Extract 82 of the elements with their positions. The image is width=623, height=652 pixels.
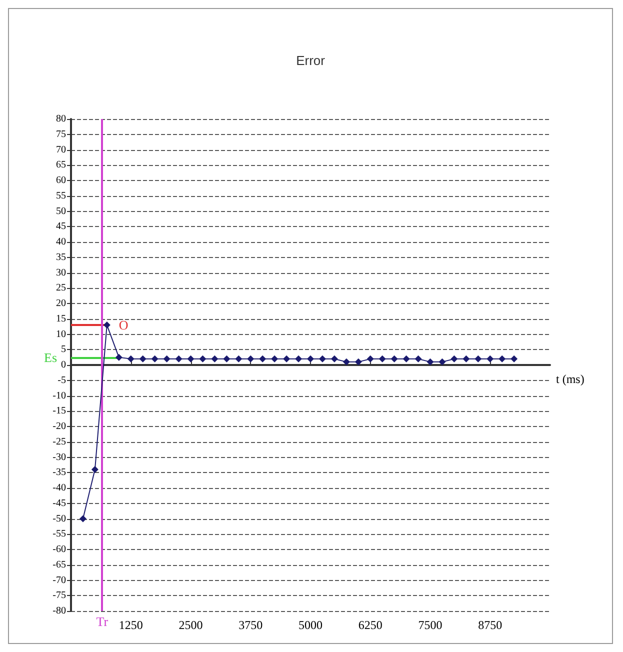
point [474, 355, 482, 362]
point [426, 358, 434, 366]
point [115, 354, 122, 361]
y-tick-label: 15 [56, 313, 66, 324]
y-tick-label: -20 [52, 421, 66, 432]
y-tick-label: 10 [56, 328, 66, 340]
y-tick-label: 40 [56, 236, 66, 248]
y-tick-label: -45 [52, 498, 66, 509]
point [283, 355, 290, 362]
x-tick-label: 5000 [298, 618, 322, 632]
point [438, 358, 446, 366]
y-tick-label: 45 [56, 221, 66, 232]
point [414, 355, 422, 362]
y-tick-label: -50 [52, 513, 66, 524]
point [486, 355, 494, 362]
point [462, 355, 470, 362]
y-tick-label: -25 [52, 436, 66, 448]
y-tick-label: 50 [56, 206, 66, 217]
chart-title: Error [296, 53, 326, 68]
y-tick-label: 65 [56, 160, 66, 171]
y-tick-label: 25 [56, 282, 66, 294]
y-tick-label: -15 [52, 406, 66, 417]
point [271, 355, 278, 362]
y-tick-label: -60 [52, 544, 66, 555]
x-tick-label: 7500 [418, 618, 442, 632]
point [295, 355, 302, 362]
point [342, 358, 350, 366]
point [199, 355, 206, 362]
y-tick-label: -70 [52, 574, 66, 586]
point [79, 515, 86, 522]
x-axis-title: t (ms) [556, 372, 584, 386]
point [318, 355, 326, 362]
point [163, 355, 170, 362]
point [139, 355, 146, 362]
y-tick-label: 20 [56, 298, 66, 309]
point [259, 355, 266, 362]
point [402, 355, 410, 362]
y-tick-label: 80 [56, 114, 66, 124]
y-tick-label: -10 [52, 390, 66, 402]
y-tick-label: 60 [56, 175, 66, 186]
y-tick-label: -35 [52, 467, 66, 478]
x-tick-label: 1250 [118, 618, 143, 632]
y-tick-label: -55 [52, 528, 66, 540]
y-tick-label: 55 [56, 190, 66, 202]
y-tick-label: -5 [58, 374, 66, 386]
point [247, 355, 254, 362]
x-tick-label: 8750 [478, 618, 502, 632]
point [498, 355, 506, 362]
point [330, 355, 338, 362]
ref-line-label: Es [44, 350, 57, 365]
x-tick-label: 6250 [358, 618, 382, 632]
point [103, 322, 110, 329]
point [187, 355, 194, 362]
point [223, 355, 230, 362]
x-tick-label: 3750 [238, 618, 263, 632]
y-tick-label: -65 [52, 559, 66, 570]
ref-line-label: Tr [96, 614, 109, 629]
point [307, 355, 314, 362]
point [354, 358, 362, 366]
y-tick-label: -40 [52, 482, 66, 494]
ref-line-label: O [118, 318, 128, 333]
point [366, 355, 374, 362]
point [175, 355, 182, 362]
point [151, 355, 158, 362]
point [235, 355, 242, 362]
point [510, 355, 518, 362]
point [450, 355, 458, 362]
y-tick-label: 70 [56, 144, 66, 156]
x-tick-label: 2500 [178, 618, 203, 632]
point [378, 355, 386, 362]
y-tick-label: 75 [56, 128, 66, 140]
point [211, 355, 218, 362]
y-tick-label: 35 [56, 252, 66, 263]
y-tick-label: -30 [52, 452, 66, 463]
y-tick-label: -75 [52, 590, 66, 602]
y-tick-label: -80 [52, 606, 66, 616]
point [390, 355, 398, 362]
point [127, 355, 134, 362]
y-tick-label: 30 [56, 267, 66, 278]
y-tick-label: 5 [61, 344, 66, 356]
y-tick-label: 0 [61, 360, 66, 370]
point [91, 466, 98, 474]
